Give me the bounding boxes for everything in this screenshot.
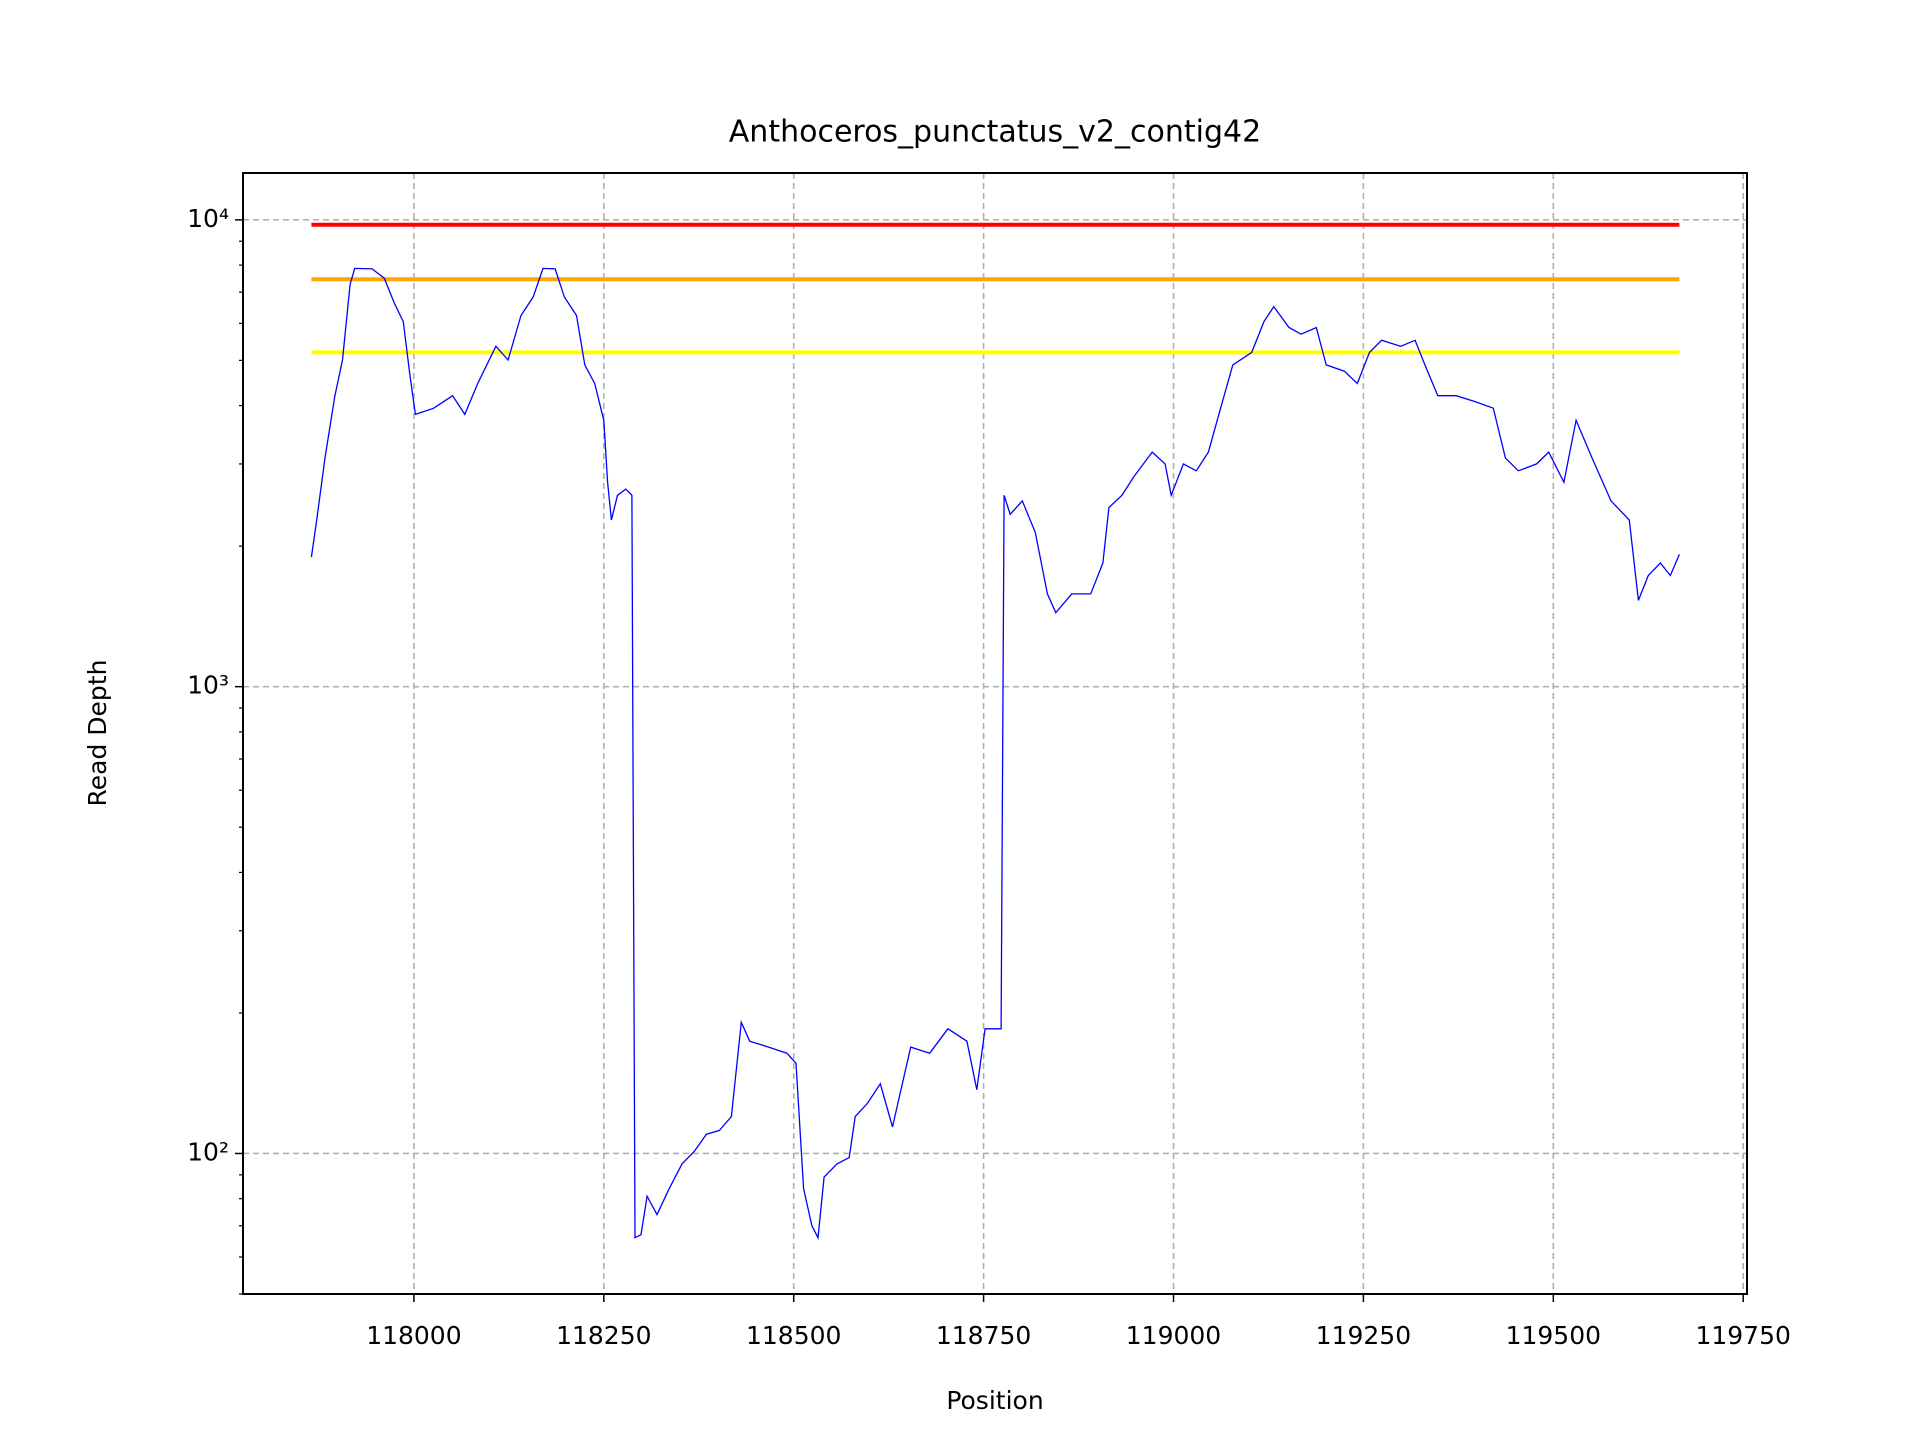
- y-tick-label: 10²: [187, 1137, 229, 1166]
- y-tick-label: 10⁴: [187, 204, 229, 233]
- x-tick-label: 119500: [1506, 1321, 1601, 1350]
- plot-frame: [242, 172, 1748, 1295]
- x-tick-label: 119750: [1695, 1321, 1790, 1350]
- data-line: [310, 267, 1680, 1240]
- x-tick-label: 119250: [1316, 1321, 1411, 1350]
- x-axis-label: Position: [946, 1386, 1043, 1415]
- x-tick-label: 118750: [936, 1321, 1031, 1350]
- x-tick-label: 119000: [1126, 1321, 1221, 1350]
- x-tick-label: 118250: [556, 1321, 651, 1350]
- chart-title: Anthoceros_punctatus_v2_contig42: [729, 115, 1261, 150]
- y-axis-label: Read Depth: [83, 660, 112, 807]
- y-tick-label: 10³: [187, 671, 229, 700]
- x-tick-label: 118000: [366, 1321, 461, 1350]
- x-tick-label: 118500: [746, 1321, 841, 1350]
